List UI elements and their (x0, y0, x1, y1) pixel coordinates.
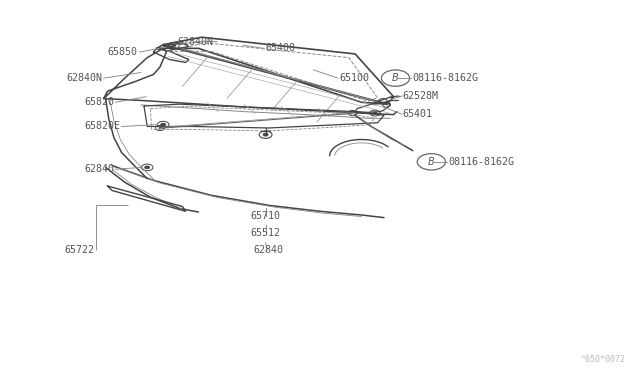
Text: B: B (392, 73, 399, 83)
Text: 62528M: 62528M (402, 91, 438, 101)
Circle shape (172, 44, 176, 46)
Text: B: B (428, 157, 435, 167)
Text: 08116-8162G: 08116-8162G (448, 157, 514, 167)
Text: 65850: 65850 (108, 47, 138, 57)
Text: 65401: 65401 (402, 109, 432, 119)
Circle shape (145, 166, 150, 169)
Circle shape (263, 133, 268, 136)
Text: 65820E: 65820E (84, 122, 120, 131)
Text: 08116-8162G: 08116-8162G (412, 73, 478, 83)
Text: 65512: 65512 (251, 228, 280, 237)
Text: 65100: 65100 (339, 73, 369, 83)
Text: 62840N: 62840N (177, 37, 213, 46)
Text: 65400: 65400 (266, 44, 296, 53)
Circle shape (373, 112, 377, 114)
Text: 62840: 62840 (84, 164, 114, 174)
Circle shape (161, 123, 166, 126)
Text: 65722: 65722 (65, 245, 95, 255)
Text: 65710: 65710 (251, 211, 280, 221)
Text: ^650*0072: ^650*0072 (581, 355, 626, 364)
Text: 65820: 65820 (84, 97, 114, 107)
Text: 62840: 62840 (254, 245, 284, 255)
Text: 62840N: 62840N (67, 73, 102, 83)
